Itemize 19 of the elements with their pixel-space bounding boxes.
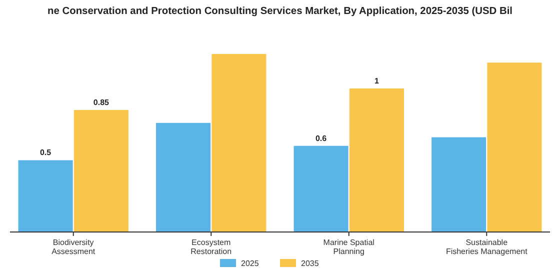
- data-label: 1: [374, 76, 380, 86]
- bar: [349, 88, 404, 232]
- legend-label: 2035: [301, 259, 320, 268]
- bar: [294, 146, 348, 232]
- data-label: 0.6: [315, 134, 328, 143]
- x-tick-label: Ecosystem Restoration: [190, 238, 232, 256]
- legend-label: 2025: [241, 259, 260, 268]
- bar: [432, 137, 486, 232]
- bar: [156, 122, 211, 232]
- x-tick-label: Sustainable Fisheries Management: [446, 238, 528, 256]
- data-label: 0.85: [93, 98, 110, 107]
- bar: [212, 54, 266, 232]
- x-tick-label: Marine Spatial Planning: [323, 238, 375, 256]
- bar: [74, 110, 128, 232]
- x-tick-label: Biodiversity Assessment: [52, 238, 96, 256]
- chart-title: ne Conservation and Protection Consulting Services Market, By Application, 2025-2035 (USD Bil: [48, 6, 513, 17]
- bar: [18, 160, 73, 232]
- data-label: 0.5: [40, 148, 52, 158]
- bar: [487, 62, 542, 232]
